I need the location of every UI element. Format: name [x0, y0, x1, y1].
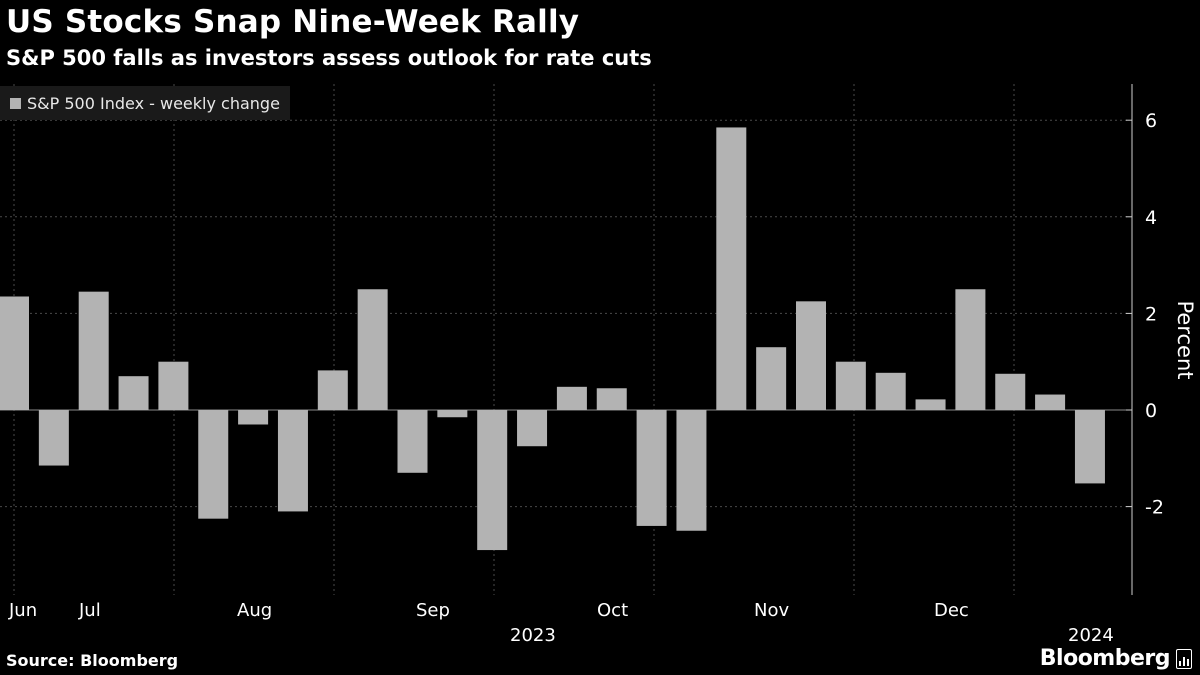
bar: [915, 399, 946, 410]
bar: [477, 410, 508, 551]
x-tick-label: Oct: [597, 600, 628, 621]
bar: [716, 127, 747, 410]
bar: [1074, 410, 1105, 484]
source-note: Source: Bloomberg: [6, 651, 179, 670]
bloomberg-mark-icon: [1176, 648, 1192, 669]
bar: [796, 301, 826, 410]
x-tick-label: Jun: [8, 600, 37, 621]
x-axis-labels: Jun Jul Aug Sep Oct Nov Dec 2023 2024: [8, 600, 1114, 646]
bar: [118, 376, 149, 410]
chart-title: US Stocks Snap Nine-Week Rally: [6, 4, 580, 40]
x-tick-label: Dec: [934, 600, 969, 621]
bloomberg-logo: Bloomberg: [1040, 646, 1192, 671]
x-tick-label: Jul: [78, 600, 101, 621]
bar: [277, 410, 308, 512]
bar: [1035, 394, 1066, 410]
bars: [0, 127, 1105, 551]
x-tick-label: Sep: [416, 600, 450, 621]
bar: [397, 410, 428, 473]
bar: [317, 370, 348, 410]
bar: [198, 410, 229, 519]
bar: [955, 289, 986, 410]
bar: [38, 410, 69, 466]
bar: [875, 372, 906, 410]
bar: [835, 361, 866, 410]
bar: [596, 388, 627, 410]
x-tick-label: Aug: [237, 600, 272, 621]
brand-name: Bloomberg: [1039, 646, 1171, 671]
y-axis-ticks: -2 0 2 4 6: [1126, 110, 1164, 519]
bar: [756, 347, 787, 410]
bar: [0, 296, 29, 410]
bar: [78, 291, 109, 410]
y-tick-label: 6: [1145, 110, 1157, 132]
bar: [357, 289, 388, 410]
legend-swatch: [10, 97, 21, 109]
y-tick-label: 4: [1145, 207, 1157, 229]
legend-label: S&P 500 Index - weekly change: [27, 93, 280, 113]
y-tick-label: 0: [1145, 400, 1157, 422]
bar: [995, 373, 1026, 410]
bar: [437, 410, 468, 418]
gridlines: [0, 84, 1130, 595]
x-tick-label: Nov: [754, 600, 789, 621]
bar: [556, 386, 587, 410]
y-tick-label: 2: [1145, 303, 1157, 325]
bar: [158, 361, 189, 410]
bar: [517, 410, 548, 447]
bar: [238, 410, 269, 425]
bar: [676, 410, 707, 531]
y-axis-label: Percent: [1173, 300, 1197, 379]
x-year-label: 2024: [1068, 625, 1114, 646]
chart-subtitle: S&P 500 falls as investors assess outloo…: [6, 46, 652, 70]
x-year-label: 2023: [510, 625, 556, 646]
legend: S&P 500 Index - weekly change: [0, 86, 290, 120]
bar: [636, 410, 667, 526]
y-tick-label: -2: [1145, 497, 1164, 519]
